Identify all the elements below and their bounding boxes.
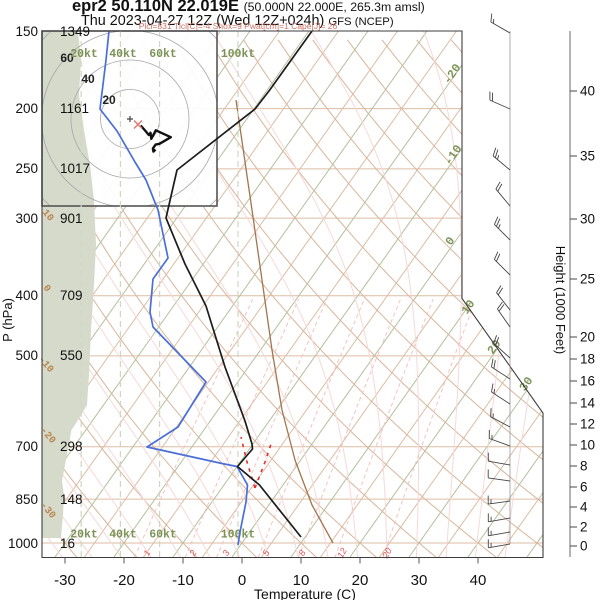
svg-text:5: 5: [260, 547, 272, 557]
svg-text:100kt: 100kt: [221, 48, 256, 61]
svg-text:150: 150: [15, 24, 38, 39]
svg-text:P (hPa): P (hPa): [0, 298, 15, 342]
svg-text:6: 6: [580, 480, 588, 495]
svg-text:200: 200: [15, 101, 38, 116]
svg-text:1349: 1349: [60, 24, 90, 39]
svg-text:3: 3: [220, 548, 231, 557]
svg-text:60: 60: [60, 51, 74, 65]
svg-text:550: 550: [60, 348, 83, 363]
svg-text:25: 25: [580, 272, 595, 287]
svg-text:Plcl=831 Tlcl[C]=-4 Shox=9 Pwa: Plcl=831 Tlcl[C]=-4 Shox=9 Pwat[cm]=1 Ca…: [139, 21, 338, 31]
svg-text:40kt: 40kt: [109, 529, 137, 542]
svg-text:20kt: 20kt: [70, 529, 98, 542]
svg-text:16: 16: [60, 536, 75, 551]
svg-text:20: 20: [580, 330, 595, 345]
svg-text:60kt: 60kt: [149, 48, 177, 61]
svg-text:30: 30: [517, 374, 537, 394]
svg-text:1: 1: [141, 548, 152, 557]
svg-text:12: 12: [580, 417, 595, 432]
svg-text:700: 700: [15, 439, 38, 454]
svg-text:298: 298: [60, 439, 83, 454]
svg-text:Height (1000 Feet): Height (1000 Feet): [553, 246, 568, 354]
svg-text:2: 2: [187, 548, 199, 558]
svg-text:35: 35: [580, 149, 595, 164]
svg-text:8: 8: [296, 548, 307, 557]
svg-text:0: 0: [580, 539, 588, 554]
svg-text:709: 709: [60, 288, 83, 303]
svg-text:8: 8: [580, 459, 588, 474]
svg-text:250: 250: [15, 161, 38, 176]
svg-text:18: 18: [580, 352, 595, 367]
svg-text:0: 0: [238, 572, 246, 589]
svg-text:40: 40: [81, 72, 95, 86]
svg-text:100kt: 100kt: [221, 529, 256, 542]
svg-text:148: 148: [60, 492, 83, 507]
svg-text:-10: -10: [172, 572, 194, 589]
svg-text:20: 20: [102, 93, 116, 107]
svg-text:Thu 2023-04-27 12Z (Wed 12Z+02: Thu 2023-04-27 12Z (Wed 12Z+024h) GFS (N…: [81, 13, 394, 29]
svg-text:40: 40: [470, 572, 487, 589]
svg-text:850: 850: [15, 492, 38, 507]
svg-text:300: 300: [15, 211, 38, 226]
svg-text:20kt: 20kt: [70, 48, 98, 61]
svg-text:10: 10: [580, 438, 595, 453]
svg-text:10: 10: [293, 572, 310, 589]
svg-text:epr2 50.110N 22.019E (50.000N: epr2 50.110N 22.019E (50.000N 22.000E, 2…: [72, 0, 425, 15]
svg-text:Temperature (C): Temperature (C): [254, 586, 356, 600]
svg-text:14: 14: [580, 396, 596, 411]
svg-text:400: 400: [15, 288, 38, 303]
svg-text:1000: 1000: [8, 536, 38, 551]
svg-text:500: 500: [15, 348, 38, 363]
svg-text:20: 20: [352, 572, 369, 589]
svg-text:-20: -20: [113, 572, 135, 589]
svg-text:30: 30: [580, 212, 595, 227]
svg-text:60kt: 60kt: [149, 529, 177, 542]
svg-text:-30: -30: [54, 572, 76, 589]
svg-text:901: 901: [60, 211, 83, 226]
svg-text:4: 4: [580, 500, 588, 515]
svg-text:1161: 1161: [60, 101, 89, 116]
svg-text:2: 2: [580, 520, 588, 535]
svg-text:16: 16: [580, 374, 595, 389]
svg-text:1017: 1017: [60, 161, 90, 176]
svg-text:12: 12: [335, 546, 349, 560]
svg-text:40kt: 40kt: [109, 48, 137, 61]
svg-text:30: 30: [411, 572, 428, 589]
svg-text:0: 0: [40, 283, 52, 295]
svg-text:40: 40: [580, 84, 595, 99]
